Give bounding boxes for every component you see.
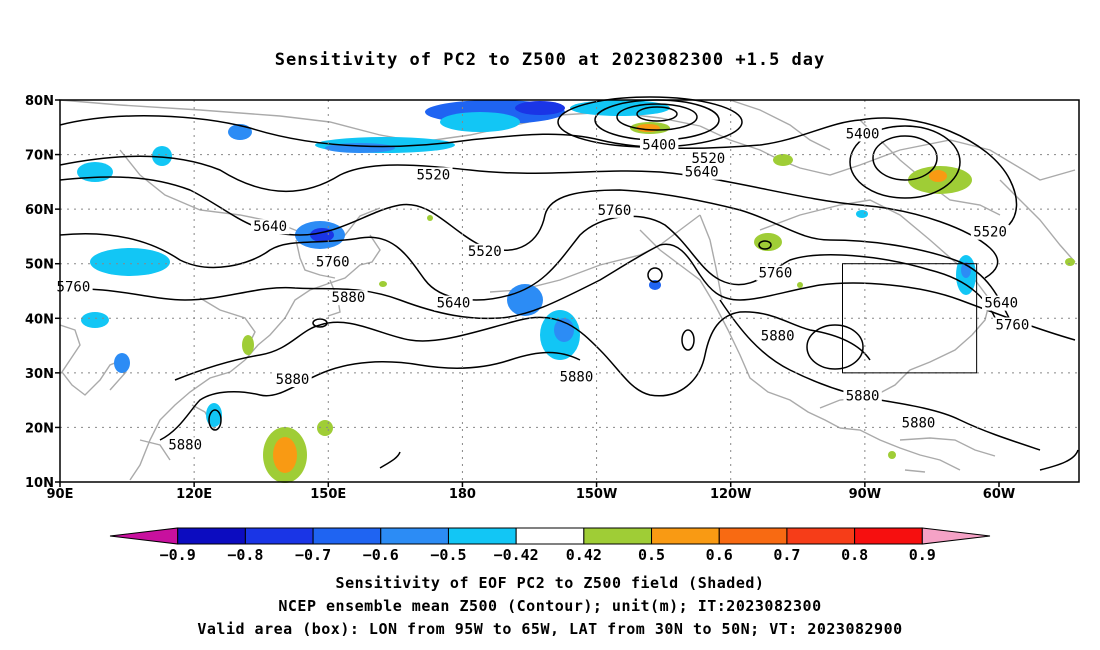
lat-tick-label: 80N <box>25 94 54 109</box>
contour-label: 5760 <box>759 266 793 282</box>
colorbar-swatch <box>786 527 856 545</box>
contour-label-bg <box>557 369 596 385</box>
footer-line-1: Sensitivity of EOF PC2 to Z500 field (Sh… <box>335 574 765 592</box>
colorbar-label: −0.8 <box>227 546 263 564</box>
colorbar-swatch <box>312 527 382 545</box>
colorbar: −0.9 −0.8 −0.7 −0.6 −0.5 −0.42 0.42 0.5 0.6 0.7 0.… <box>109 527 991 564</box>
lon-tick-label: 180 <box>449 487 476 502</box>
contour-label: 5520 <box>468 244 502 260</box>
contour-label-bg <box>273 372 312 388</box>
contour-label: 5520 <box>973 225 1007 241</box>
lon-tick-label: 150E <box>310 487 346 502</box>
contour-label: 5400 <box>846 126 880 142</box>
colorbar-arrow-right <box>921 527 991 545</box>
contour-label-bg <box>899 415 938 431</box>
contour-label-bg <box>313 254 352 270</box>
contour-label-bg <box>414 167 453 183</box>
footer-line-3: Valid area (box): LON from 95W to 65W, L… <box>197 620 903 638</box>
contour-label-bg <box>329 290 368 306</box>
contour-label-bg <box>689 151 728 167</box>
contour-label: 5640 <box>253 219 287 235</box>
contour-label-bg <box>465 243 504 259</box>
lat-tick-label: 50N <box>25 258 54 273</box>
lat-tick-label: 20N <box>25 421 54 436</box>
contour-label-bg <box>595 202 634 218</box>
contour-label: 5760 <box>57 279 91 295</box>
contour-label: 5760 <box>316 255 350 271</box>
contour-label: 5400 <box>642 137 676 153</box>
colorbar-swatch <box>583 527 653 545</box>
contour-label: 5880 <box>332 290 366 306</box>
colorbar-swatch <box>651 527 720 545</box>
colorbar-label: −0.42 <box>494 546 539 564</box>
colorbar-label: 0.5 <box>638 546 665 564</box>
contour-label: 5880 <box>560 369 594 385</box>
lon-tick-label: 90E <box>47 487 74 502</box>
contour-label-bg <box>993 317 1032 333</box>
contour-label-bg <box>250 219 290 235</box>
map-frame <box>59 99 1080 483</box>
lon-tick-label: 90W <box>849 487 881 502</box>
contour-label: 5880 <box>846 388 880 404</box>
lon-tick-label: 120E <box>176 487 212 502</box>
colorbar-label: −0.7 <box>295 546 331 564</box>
colorbar-label: 0.7 <box>773 546 800 564</box>
lon-tick-label: 150W <box>576 487 617 502</box>
contour-label-bg <box>166 437 205 453</box>
valid-area-box <box>842 263 978 374</box>
colorbar-label: 0.9 <box>909 546 936 564</box>
colorbar-swatch <box>854 527 923 545</box>
colorbar-swatch <box>177 527 246 545</box>
lat-tick-label: 10N <box>25 476 54 491</box>
contour-label-bg <box>434 295 473 311</box>
colorbar-label: −0.9 <box>160 546 196 564</box>
contour-label: 5640 <box>437 296 471 312</box>
lon-tick-label: 120W <box>710 487 751 502</box>
contour-label: 5880 <box>168 438 202 454</box>
colorbar-swatch <box>447 527 517 545</box>
colorbar-swatch <box>244 527 314 545</box>
colorbar-label: −0.5 <box>430 546 466 564</box>
contour-label-bg <box>970 224 1010 240</box>
colorbar-label: 0.6 <box>706 546 733 564</box>
lat-lon-gridlines <box>60 100 1079 482</box>
colorbar-swatch <box>515 527 585 545</box>
contour-label: 5760 <box>598 203 632 219</box>
contour-label-bg <box>682 164 721 180</box>
contour-label-bg <box>843 126 882 142</box>
footer-line-2: NCEP ensemble mean Z500 (Contour); unit(… <box>278 597 822 615</box>
contour-label-bg <box>843 388 882 404</box>
colorbar-label: −0.6 <box>363 546 399 564</box>
contour-label: 5880 <box>761 328 795 344</box>
colorbar-label: 0.8 <box>841 546 868 564</box>
contour-label-bg <box>639 137 679 153</box>
lat-tick-label: 30N <box>25 367 54 382</box>
colorbar-label: 0.42 <box>566 546 602 564</box>
contour-label: 5760 <box>996 317 1030 333</box>
contour-label-bg <box>982 295 1021 311</box>
contour-label: 5640 <box>984 296 1018 312</box>
contour-label-bg <box>758 328 797 344</box>
colorbar-arrow-left <box>109 527 179 545</box>
contour-label: 5880 <box>902 416 936 432</box>
contour-label: 5880 <box>276 372 310 388</box>
colorbar-swatch <box>380 527 449 545</box>
contour-label: 5520 <box>691 151 725 167</box>
lat-tick-label: 40N <box>25 312 54 327</box>
plot-title: Sensitivity of PC2 to Z500 at 2023082300… <box>274 50 826 70</box>
lat-tick-label: 60N <box>25 203 54 218</box>
lat-tick-label: 70N <box>25 149 54 164</box>
z500-contours <box>59 96 1079 471</box>
contour-label: 5520 <box>417 167 451 183</box>
colorbar-swatch <box>718 527 788 545</box>
contour-label-bg <box>54 279 93 295</box>
lon-tick-label: 60W <box>983 487 1015 502</box>
contour-label: 5640 <box>685 165 719 181</box>
contour-label-bg <box>756 265 795 281</box>
